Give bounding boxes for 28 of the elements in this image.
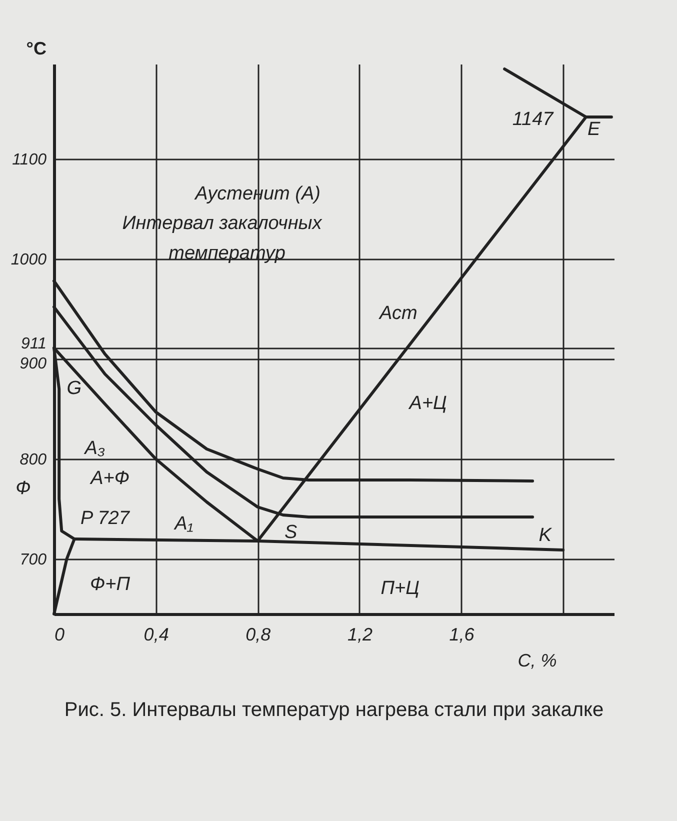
annotation: K — [538, 524, 553, 546]
x-axis-title: C, % — [518, 650, 557, 670]
y-tick-label: 800 — [20, 452, 47, 468]
annotation: Ф+П — [90, 574, 130, 595]
annotation: A₁ — [174, 513, 194, 534]
annotation: А+Ф — [90, 468, 130, 490]
annotation: 1147 — [512, 109, 555, 130]
annotation: P 727 — [80, 508, 131, 529]
y-tick-label: 1100 — [12, 152, 47, 168]
annotation: А+Ц — [408, 392, 448, 414]
x-tick-label: 0,4 — [144, 624, 169, 644]
annotation: П+Ц — [380, 578, 420, 600]
y-tick-label: 1000 — [10, 252, 47, 268]
x-tick-label: 1,6 — [449, 624, 476, 644]
annotation: G — [66, 378, 82, 399]
text: Ф — [16, 478, 31, 500]
text: Рис. 5. Интервалы температур нагрева стали при закалке — [64, 699, 604, 721]
y-axis-title: °C — [26, 38, 46, 58]
x-tick-label: 0 — [54, 624, 65, 644]
annotation: Аст — [378, 303, 418, 324]
annotation: E — [587, 118, 600, 140]
y-tick-label: 900 — [20, 356, 47, 372]
annotation: S — [284, 522, 298, 544]
x-tick-label: 1,2 — [347, 624, 372, 644]
x-tick-label: 0,8 — [246, 624, 271, 644]
y-tick-label: 700 — [20, 552, 47, 568]
y-tick-label: 911 — [20, 336, 46, 352]
annotation: A₃ — [84, 438, 106, 459]
